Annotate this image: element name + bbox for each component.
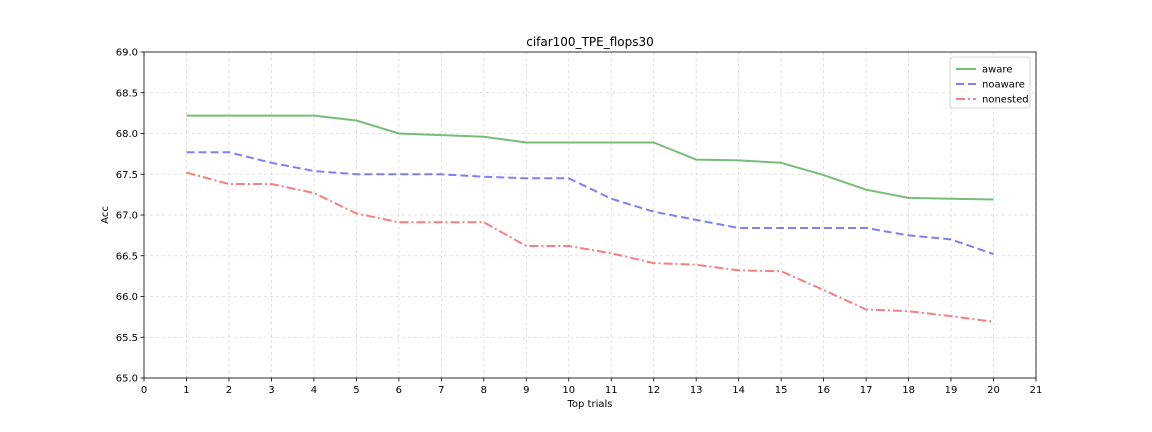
x-tick-label: 15 (775, 385, 788, 396)
y-tick-label: 69.0 (116, 48, 138, 59)
legend-label-noaware: noaware (982, 80, 1025, 91)
chart-title: cifar100_TPE_flops30 (526, 35, 654, 49)
legend-label-nonested: nonested (982, 95, 1029, 106)
x-tick-label: 14 (732, 385, 745, 396)
y-tick-label: 68.5 (116, 88, 138, 99)
x-axis: 0 1 2 3 4 5 6 7 8 9 10 11 12 13 14 15 16 17 18 19 20 21 (141, 378, 1043, 396)
x-tick-label: 12 (647, 385, 660, 396)
x-tick-label: 7 (438, 385, 444, 396)
series-line-nonested (186, 171, 994, 323)
x-tick-label: 3 (268, 385, 274, 396)
x-tick-label: 10 (562, 385, 575, 396)
x-tick-label: 5 (353, 385, 359, 396)
y-tick-label: 65.5 (116, 333, 138, 344)
y-tick-label: 68.0 (116, 129, 138, 140)
series-line-aware (186, 114, 994, 201)
y-tick-label: 65.0 (116, 374, 138, 385)
y-axis-label: Acc (100, 206, 111, 224)
x-tick-label: 0 (141, 385, 147, 396)
x-tick-label: 1 (183, 385, 189, 396)
x-tick-label: 11 (605, 385, 618, 396)
x-tick-label: 8 (481, 385, 487, 396)
series-group (186, 114, 994, 323)
y-tick-label: 67.5 (116, 170, 138, 181)
x-tick-label: 21 (1030, 385, 1043, 396)
x-tick-label: 4 (311, 385, 317, 396)
y-tick-label: 66.0 (116, 292, 138, 303)
x-tick-label: 18 (902, 385, 915, 396)
x-tick-label: 2 (226, 385, 232, 396)
x-tick-label: 17 (860, 385, 873, 396)
y-tick-label: 67.0 (116, 211, 138, 222)
x-tick-label: 19 (945, 385, 958, 396)
series-line-noaware (186, 151, 994, 256)
y-tick-label: 66.5 (116, 251, 138, 262)
x-tick-label: 13 (690, 385, 703, 396)
x-tick-label: 9 (523, 385, 529, 396)
x-tick-label: 16 (817, 385, 830, 396)
legend: aware noaware nonested (949, 56, 1031, 109)
x-tick-label: 6 (396, 385, 402, 396)
x-axis-label: Top trials (567, 399, 613, 410)
x-tick-label: 20 (987, 385, 1000, 396)
legend-label-aware: aware (982, 65, 1012, 76)
y-axis: 65.0 65.5 66.0 66.5 67.0 67.5 68.0 68.5 69.0 (116, 48, 144, 385)
